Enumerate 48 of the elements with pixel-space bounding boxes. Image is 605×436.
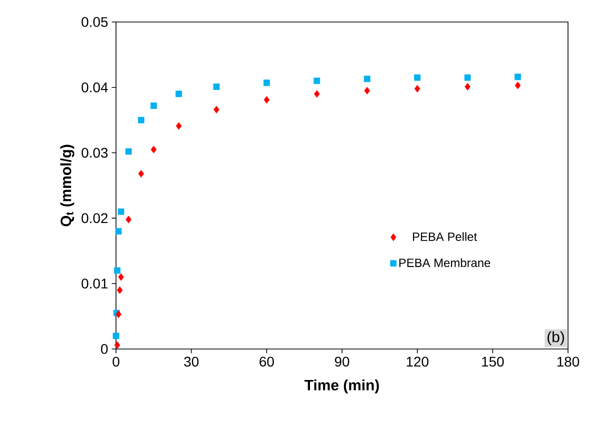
x-tick-label: 60 (260, 356, 274, 367)
y-tick-label: 0.04 (82, 82, 108, 92)
point (118, 273, 124, 281)
point (414, 74, 421, 81)
point (115, 228, 122, 234)
point (514, 74, 521, 80)
point (264, 96, 270, 104)
point (464, 74, 471, 81)
point (314, 90, 320, 98)
x-tick-label: 180 (557, 356, 580, 367)
y-tick-label: 0.01 (82, 278, 108, 289)
y-tick-label: 0 (101, 344, 108, 354)
point (112, 332, 120, 340)
point (114, 267, 120, 274)
point (213, 84, 220, 90)
point (126, 216, 132, 224)
point (150, 102, 157, 109)
x-tick-label: 0 (112, 356, 120, 367)
legend-label: PEBA Pellet (412, 232, 478, 241)
x-tick-label: 30 (184, 356, 199, 367)
point (114, 341, 120, 349)
point (118, 208, 124, 215)
point (176, 122, 182, 130)
legend-label: PEBA Membrane (399, 258, 490, 268)
y-tick-label: 0.05 (82, 17, 108, 27)
x-axis-title: Time (min) (304, 379, 379, 394)
point (364, 86, 370, 94)
point (138, 116, 144, 124)
y-axis-title: Q$_{t}$ (mmol/g) (60, 144, 74, 226)
point (414, 84, 420, 92)
point (263, 80, 270, 86)
point (125, 148, 132, 155)
point (176, 90, 182, 98)
x-tick-label: 90 (334, 356, 350, 367)
point (116, 310, 122, 318)
point (138, 170, 144, 178)
x-tick-label: 120 (406, 356, 428, 367)
point (314, 78, 320, 84)
point (116, 286, 123, 294)
point (464, 82, 470, 91)
point (514, 82, 521, 90)
y-tick-label: 0.02 (82, 213, 108, 224)
y-tick-label: 0.03 (82, 148, 108, 158)
point (364, 76, 370, 82)
point (150, 146, 157, 154)
x-tick-label: 150 (482, 356, 504, 367)
point (214, 106, 220, 114)
annotation: (b) (548, 331, 564, 346)
